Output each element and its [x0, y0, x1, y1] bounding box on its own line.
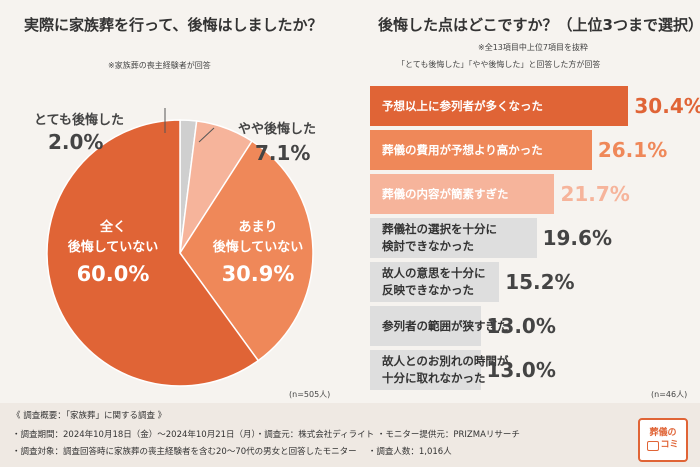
bar-value-label: 30.4%: [634, 94, 700, 118]
bar-category-label: 故人とのお別れの時間が 十分に取れなかった: [382, 350, 508, 390]
bar: [370, 306, 481, 346]
bar-category-text: 故人の意思を十分に 反映できなかった: [382, 265, 486, 298]
bar-value-label: 19.6%: [542, 226, 612, 250]
footer-period: ・調査期間：2024年10月18日（金）〜2024年10月21日（月）・調査元：…: [12, 430, 520, 440]
left-n-label: (n=505人): [289, 390, 331, 399]
bar-category-line: 故人の意思を十分に: [382, 266, 486, 281]
bar-row: 予想以上に参列者が多くなった 30.4%: [370, 86, 700, 126]
bar-category-label: 故人の意思を十分に 反映できなかった: [382, 262, 486, 302]
footer: 《 調査概要：「家族葬」に関する調査 》 ・調査期間：2024年10月18日（金…: [0, 403, 700, 467]
pie-chart: [46, 108, 314, 387]
bar-row: 葬儀の内容が簡素すぎた 21.7%: [370, 174, 690, 214]
pie-label-notatall: 全く 後悔していない: [58, 218, 168, 257]
pie-value-somewhat: 7.1%: [255, 141, 311, 165]
pie-label-very: とても後悔した: [34, 113, 124, 128]
bar-category-text: 予想以上に参列者が多くなった: [382, 98, 543, 115]
bar-category-text: 参列者の範囲が狭すぎた: [382, 318, 509, 335]
pie-label-notmuch-line2: 後悔していない: [212, 239, 304, 255]
bar-category-line: 葬儀の費用が予想より高かった: [382, 142, 543, 157]
pie-label-notatall-line2: 後悔していない: [67, 239, 159, 255]
bar-category-text: 葬儀の費用が予想より高かった: [382, 142, 543, 159]
bar-category-line: 十分に取れなかった: [382, 371, 486, 385]
right-n-label: (n=46人): [651, 390, 688, 399]
right-note-2: 「とても後悔した」「やや後悔した」と回答した方が回答: [397, 60, 601, 69]
right-title: 後悔した点はどこですか？（上位3つまで選択）: [378, 16, 700, 34]
bar-row: 葬儀の費用が予想より高かった 26.1%: [370, 130, 690, 170]
left-title: 実際に家族葬を行って、後悔はしましたか？: [24, 16, 323, 34]
pie-label-somewhat: やや後悔した: [238, 122, 317, 137]
bar: [370, 130, 592, 170]
bar-category-label: 予想以上に参列者が多くなった: [382, 86, 543, 126]
bar-category-text: 葬儀社の選択を十分に 検討できなかった: [382, 221, 497, 254]
logo-text-top: 葬儀の: [649, 428, 677, 439]
bar-category-line: 参列者の範囲が狭すぎた: [382, 318, 509, 333]
bar-category-line: 故人とのお別れの時間が: [382, 354, 509, 369]
pie-leader-line-2: [198, 127, 215, 143]
bar-row: 故人の意思を十分に 反映できなかった 15.2%: [370, 262, 690, 302]
logo-text-bottom: コミ: [660, 440, 679, 450]
pie-slice-notatall: [46, 119, 260, 387]
bar-category-label: 葬儀の費用が予想より高かった: [382, 130, 543, 170]
pie-label-notatall-line1: 全く: [99, 220, 126, 235]
bar-value-label: 13.0%: [486, 358, 556, 382]
logo-row: コミ: [647, 440, 679, 452]
bar-category-line: 葬儀社の選択を十分に: [382, 222, 497, 237]
site-logo: 葬儀の コミ: [638, 418, 688, 462]
bar-category-line: 検討できなかった: [382, 239, 474, 253]
pie-label-notmuch: あまり 後悔していない: [208, 218, 308, 257]
pie-slice-notmuch: [179, 140, 314, 362]
bar-category-line: 反映できなかった: [382, 283, 474, 297]
bar-category-text: 故人とのお別れの時間が 十分に取れなかった: [382, 353, 508, 386]
bar-category-line: 葬儀の内容が簡素すぎた: [382, 186, 509, 201]
bar-category-label: 参列者の範囲が狭すぎた: [382, 306, 509, 346]
pie-value-notmuch: 30.9%: [221, 262, 295, 286]
bar-value-label: 15.2%: [505, 270, 575, 294]
bar-row: 参列者の範囲が狭すぎた 13.0%: [370, 306, 690, 346]
bar: [370, 86, 629, 126]
bar: [370, 174, 555, 214]
pie-value-very: 2.0%: [48, 130, 104, 154]
pie-label-notmuch-line1: あまり: [238, 220, 278, 235]
bar-row: 葬儀社の選択を十分に 検討できなかった 19.6%: [370, 218, 690, 258]
logo-box-icon: [647, 440, 660, 451]
footer-heading: 《 調査概要：「家族葬」に関する調査 》: [12, 411, 167, 421]
bar: [370, 218, 537, 258]
footer-target: ・調査対象：調査回答時に家族葬の喪主経験者を含む20〜70代の男女と回答したモニ…: [12, 447, 452, 457]
bar-category-line: 予想以上に参列者が多くなった: [382, 98, 543, 113]
right-note-1: ※全13項目中上位7項目を抜粋: [478, 43, 588, 52]
bar: [370, 350, 481, 390]
bar-category-text: 葬儀の内容が簡素すぎた: [382, 186, 509, 203]
bar-value-label: 13.0%: [486, 314, 556, 338]
left-note: ※家族葬の喪主経験者が回答: [108, 61, 211, 70]
bar-row: 故人とのお別れの時間が 十分に取れなかった 13.0%: [370, 350, 690, 390]
bar-value-label: 26.1%: [597, 138, 668, 162]
pie-value-notatall: 60.0%: [76, 262, 150, 286]
bar-category-label: 葬儀の内容が簡素すぎた: [382, 174, 509, 214]
bar-category-label: 葬儀社の選択を十分に 検討できなかった: [382, 218, 497, 258]
bar-value-label: 21.7%: [560, 182, 630, 206]
bar: [370, 262, 500, 302]
